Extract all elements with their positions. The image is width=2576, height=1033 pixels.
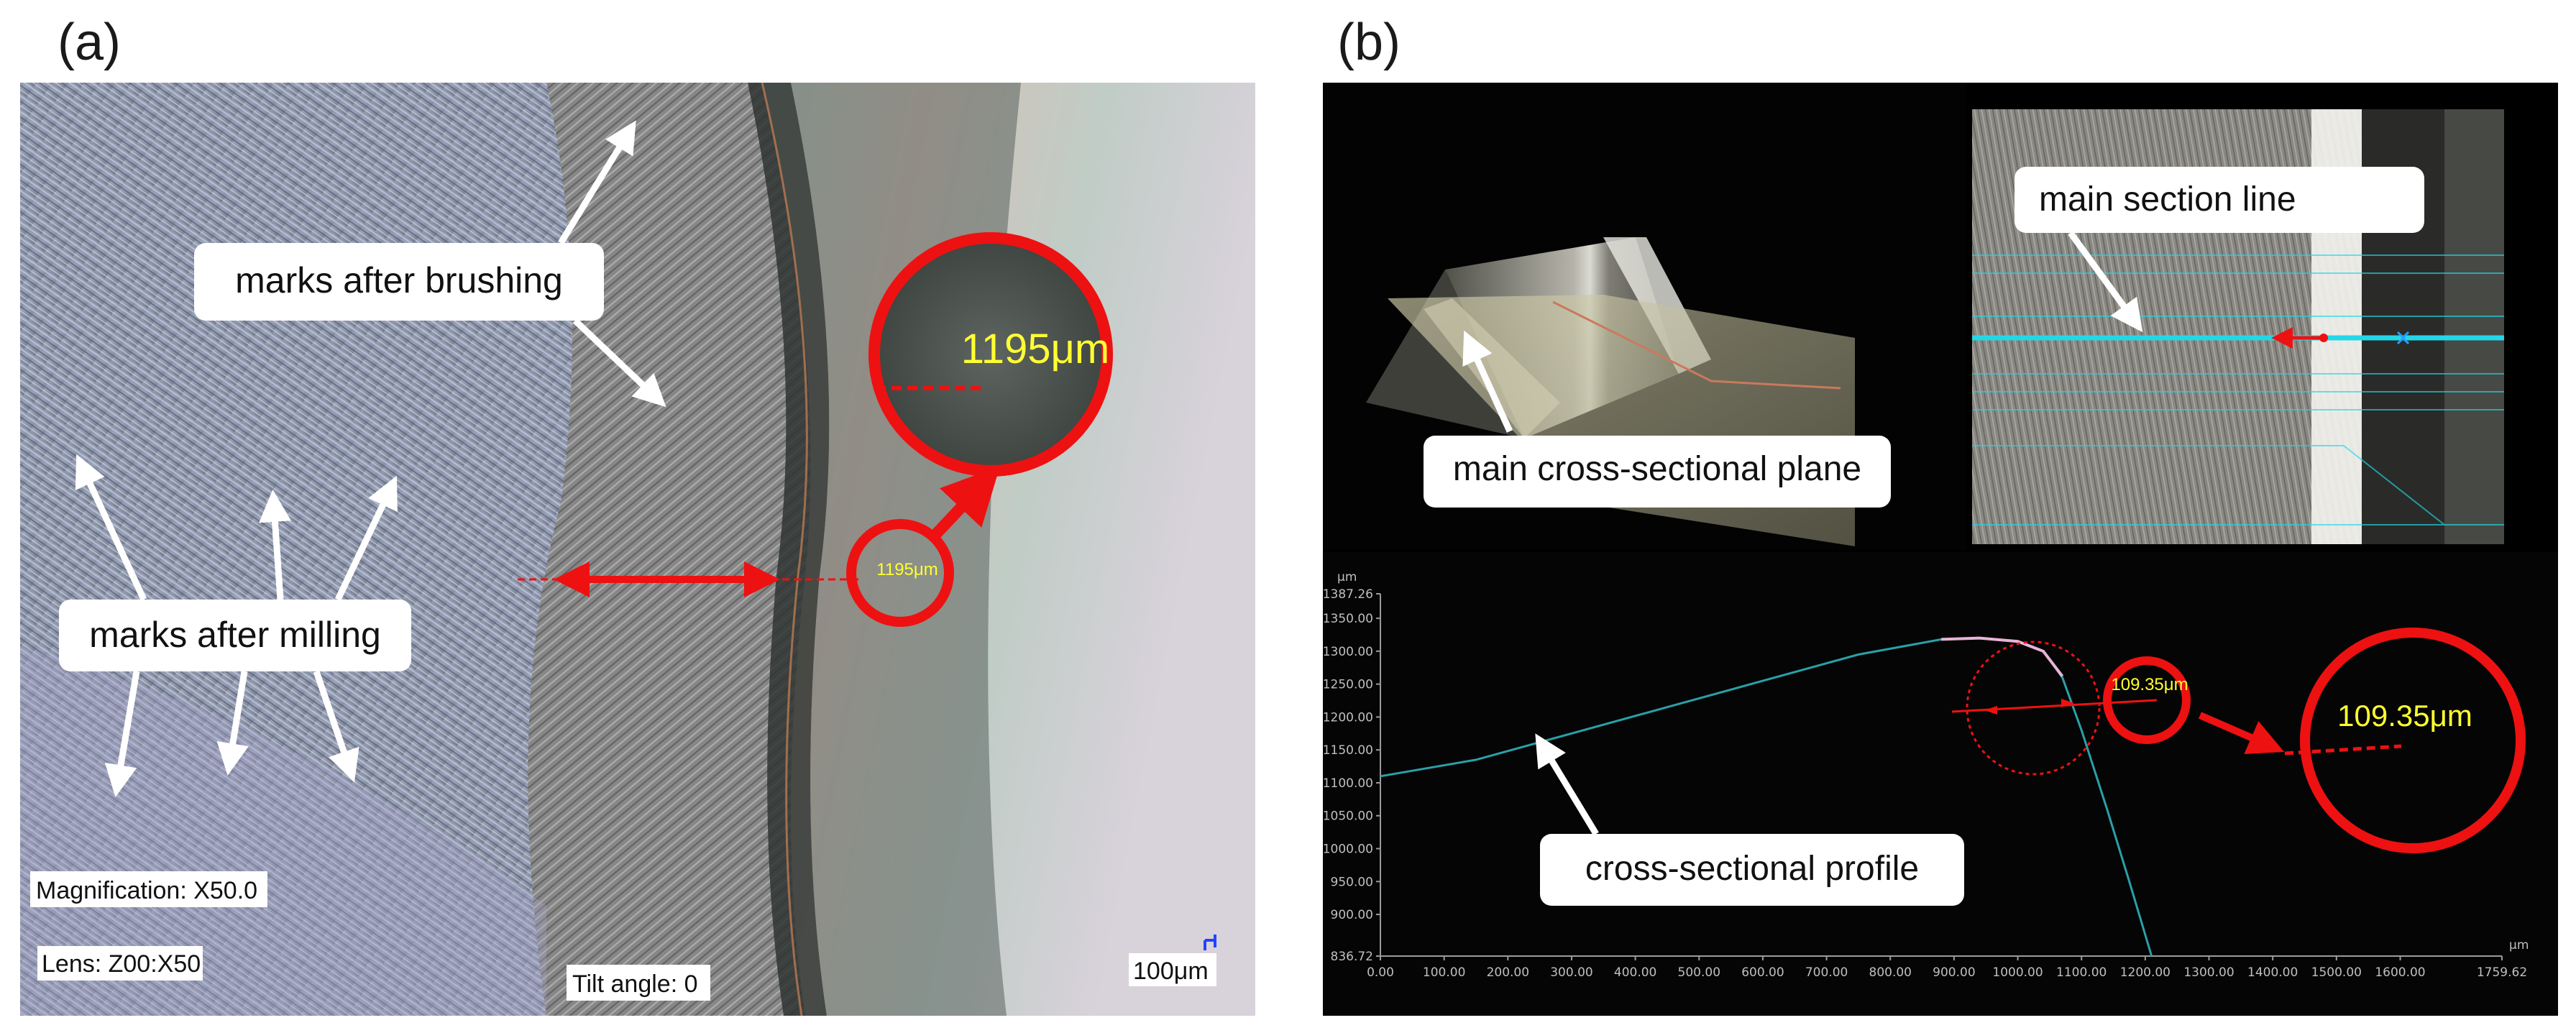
lens-box: Lens: Z00:X50 [37,946,203,981]
label-marks-after-brushing: marks after brushing [194,243,604,321]
zoom-measure-line-b [2284,744,2402,756]
x-tick-label: 200.00 [1487,965,1529,980]
tilt-box: Tilt angle: 0 [567,965,710,1001]
x-tick-label: 1300.00 [2183,965,2234,980]
x-tick-label: 1759.62 [2477,965,2527,980]
svg-text:Magnification: X50.0: Magnification: X50.0 [36,877,257,904]
x-tick-label: 700.00 [1805,965,1848,980]
x-tick-label: 1000.00 [1992,965,2043,980]
y-unit: μm [1337,570,1357,584]
y-tick-label: 1100.00 [1323,776,1373,791]
profile-chart: 1387.26 1350.00 1300.00 1250.00 1200.00 1150.… [1323,570,2529,980]
y-tick-label: 1050.00 [1323,809,1373,824]
measure-value-zoom-a: 1195μm [961,326,1109,372]
arrow-brushing-down [572,318,666,408]
y-tick-label: 1000.00 [1323,843,1373,857]
y-tick-label: 1350.00 [1323,612,1373,626]
y-tick-label: 1387.26 [1323,587,1373,602]
y-tick-label: 1300.00 [1323,645,1373,659]
measure-circle-zoom-b [2300,628,2526,853]
scale-bar: 100μm [1129,935,1216,986]
measure-value-zoom-b: 109.35μm [2337,699,2472,733]
zoom-arrow-a [930,466,1000,540]
label-main-section-line: main section line [2014,167,2424,233]
svg-text:marks after milling: marks after milling [89,615,381,655]
y-tick-label: 1200.00 [1323,710,1373,725]
x-tick-label: 100.00 [1423,965,1465,980]
svg-text:Lens: Z00:X50: Lens: Z00:X50 [42,950,201,978]
y-tick-label: 950.00 [1331,875,1373,889]
arrows-milling [75,454,398,797]
svg-text:100μm: 100μm [1133,958,1209,985]
x-tick-label: 1100.00 [2056,965,2107,980]
measure-circle-zoom-a [868,232,1113,477]
svg-text:Tilt angle: 0: Tilt angle: 0 [572,970,698,998]
panel-a-micrograph [20,83,1255,1016]
label-main-cross-sectional-plane: main cross-sectional plane [1424,436,1891,508]
measure-circle-small-b [2103,656,2191,744]
svg-text:marks after brushing: marks after brushing [235,260,563,300]
profile-chart-area [1323,552,2558,1016]
x-tick-label: 0.00 [1367,965,1394,980]
x-tick-label: 1500.00 [2311,965,2362,980]
x-tick-label: 1200.00 [2120,965,2171,980]
label-cross-sectional-profile: cross-sectional profile [1540,834,1964,906]
arrow-profile [1535,733,1599,836]
measure-value-small-b: 109.35μm [2111,675,2188,694]
magnification-box: Magnification: X50.0 [30,871,267,907]
label-marks-after-milling: marks after milling [59,600,411,671]
y-tick-label: 836.72 [1331,950,1373,964]
zoom-arrow-b [2199,712,2285,754]
x-tick-label: 300.00 [1550,965,1592,980]
panel-b-label: (b) [1337,14,1401,71]
x-tick-label: 800.00 [1869,965,1912,980]
measure-circle-small-a [846,519,954,627]
x-tick-label: 600.00 [1741,965,1784,980]
svg-text:main section line: main section line [2039,180,2296,219]
x-unit: μm [2509,938,2529,952]
arrow-brushing-up [558,120,636,245]
svg-text:cross-sectional profile: cross-sectional profile [1585,850,1919,888]
measure-value-small-a: 1195μm [876,560,938,579]
svg-text:main cross-sectional plane: main cross-sectional plane [1453,450,1861,488]
profile-edge-arc [1941,636,2064,677]
panel-a-label: (a) [58,14,121,71]
arrow-plane [1462,330,1513,433]
x-tick-label: 500.00 [1678,965,1720,980]
y-tick-label: 1150.00 [1323,743,1373,758]
x-tick-label: 400.00 [1614,965,1656,980]
x-tick-label: 900.00 [1933,965,1975,980]
fit-circle [1966,641,2101,776]
arrow-section-line [2068,231,2143,333]
y-tick-label: 1250.00 [1323,678,1373,692]
y-tick-label: 900.00 [1331,908,1373,922]
x-tick-label: 1600.00 [2375,965,2425,980]
x-tick-label: 1400.00 [2247,965,2298,980]
